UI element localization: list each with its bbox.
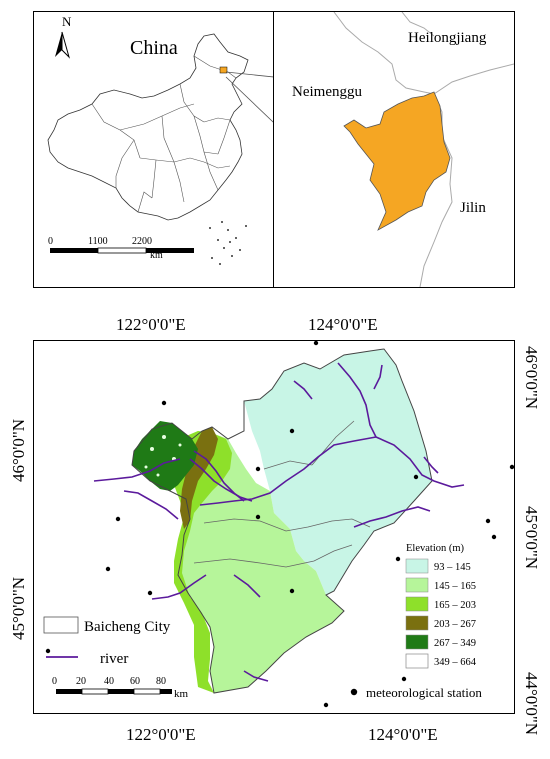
- bottom-tick-124: 124°0'0"E: [368, 725, 438, 744]
- station-point: [147, 590, 153, 596]
- china-scale-tick-2200: 2200: [132, 236, 152, 247]
- scale-tick-60: 60: [130, 676, 140, 687]
- station-point: [161, 400, 167, 406]
- station-point: [289, 588, 295, 594]
- region-inset-map: Heilongjiang Neimenggu Jilin: [292, 11, 515, 288]
- china-label: China: [130, 37, 178, 59]
- station-point: [491, 534, 497, 540]
- legend-item-0: 93 – 145: [405, 558, 471, 574]
- baicheng-boundary: [131, 348, 433, 694]
- feature-legend: Baicheng City river: [43, 616, 171, 667]
- station-point: [413, 474, 419, 480]
- elevation-zone-203-267: [180, 427, 218, 529]
- elevation-zone-145-165: [178, 431, 344, 693]
- label-heilongjiang: Heilongjiang: [408, 30, 487, 46]
- elevation-map: Elevation (m) 93 – 145 145 – 165 165 – 2…: [43, 340, 515, 708]
- legend-label-2: 165 – 203: [434, 600, 476, 611]
- station-point: [395, 556, 401, 562]
- legend-city-swatch: [43, 616, 79, 634]
- china-scale-tick-1100: 1100: [88, 236, 108, 247]
- north-label: N: [62, 14, 72, 29]
- meteorological-stations: [45, 340, 515, 708]
- legend-item-1: 145 – 165: [405, 577, 476, 593]
- legend-item-3: 203 – 267: [405, 615, 476, 631]
- legend-item-5: 349 – 664: [405, 653, 477, 669]
- legend-title: Elevation (m): [406, 543, 465, 554]
- station-point: [255, 514, 261, 520]
- station-point: [105, 566, 111, 572]
- station-legend-dot: [350, 688, 358, 696]
- legend-label-5: 349 – 664: [434, 657, 477, 668]
- main-map-frame: Elevation (m) 93 – 145 145 – 165 165 – 2…: [33, 340, 515, 714]
- station-point: [313, 340, 319, 346]
- label-neimenggu: Neimenggu: [292, 84, 362, 100]
- right-tick-44: 44°0'0"N: [522, 672, 541, 735]
- legend-label-4: 267 – 349: [434, 638, 476, 649]
- left-tick-45: 45°0'0"N: [9, 577, 28, 640]
- china-scale-tick-0: 0: [48, 236, 53, 247]
- province-boundaries: [91, 55, 237, 213]
- right-tick-45: 45°0'0"N: [522, 506, 541, 569]
- scale-tick-0: 0: [52, 676, 57, 687]
- left-tick-46: 46°0'0"N: [9, 419, 28, 482]
- scale-tick-40: 40: [104, 676, 114, 687]
- top-tick-124: 124°0'0"E: [308, 315, 378, 334]
- main-scale-bar: 0 20 40 60 80 km: [52, 676, 189, 700]
- legend-label-0: 93 – 145: [434, 562, 471, 573]
- station-point: [255, 466, 261, 472]
- station-point: [115, 516, 121, 522]
- station-legend-label: meteorological station: [366, 685, 482, 700]
- rivers: [93, 362, 465, 682]
- scale-unit: km: [174, 688, 189, 700]
- elevation-zone-lowest: [244, 349, 432, 595]
- legend-item-4: 267 – 349: [405, 634, 476, 650]
- china-scale-bar: 0 1100 2200 km: [48, 236, 194, 261]
- legend-city-label: Baicheng City: [84, 619, 171, 635]
- legend-label-1: 145 – 165: [434, 581, 476, 592]
- china-inset-map: N China: [47, 14, 249, 265]
- top-tick-122: 122°0'0"E: [116, 315, 186, 334]
- baicheng-region-shape: [343, 91, 451, 231]
- region-inset: Heilongjiang Neimenggu Jilin: [273, 11, 515, 288]
- north-arrow-icon: [55, 31, 70, 59]
- station-point: [289, 428, 295, 434]
- bottom-tick-122: 122°0'0"E: [126, 725, 196, 744]
- china-scale-unit: km: [150, 250, 163, 261]
- station-point: [509, 464, 515, 470]
- station-legend: meteorological station: [350, 685, 482, 700]
- china-inset: N China: [33, 11, 275, 288]
- elevation-legend: Elevation (m) 93 – 145 145 – 165 165 – 2…: [405, 543, 477, 669]
- station-point: [45, 648, 51, 654]
- south-sea-islands: [209, 221, 247, 265]
- station-point: [323, 702, 329, 708]
- legend-river-label: river: [100, 651, 128, 667]
- station-point: [401, 676, 407, 682]
- station-point: [485, 518, 491, 524]
- legend-item-2: 165 – 203: [405, 596, 476, 612]
- elevation-zone-267-349: [132, 421, 198, 491]
- right-tick-46: 46°0'0"N: [522, 346, 541, 409]
- scale-tick-20: 20: [76, 676, 86, 687]
- scale-tick-80: 80: [156, 676, 166, 687]
- legend-label-3: 203 – 267: [434, 619, 476, 630]
- label-jilin: Jilin: [460, 200, 486, 216]
- study-area-marker: [219, 66, 228, 74]
